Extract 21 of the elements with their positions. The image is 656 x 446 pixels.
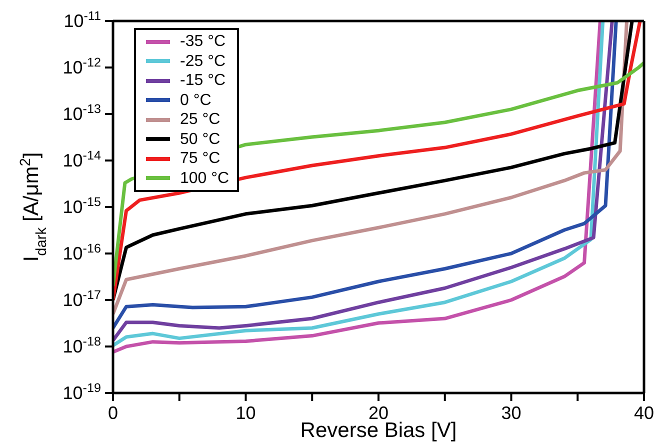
legend-label: 75 °C bbox=[180, 149, 220, 168]
legend-label: 0 °C bbox=[180, 90, 212, 110]
y-tick-label: 10$^{-12}$ bbox=[62, 56, 101, 78]
y-tick-label: 10$^{-17}$ bbox=[62, 288, 101, 310]
legend-label: 50 °C bbox=[180, 130, 220, 149]
legend-label: -25 °C bbox=[180, 52, 226, 71]
x-tick-label: 10 bbox=[236, 403, 256, 423]
legend-label: -35 °C bbox=[180, 32, 226, 52]
y-tick-label: 10$^{-11}$ bbox=[64, 9, 101, 31]
y-tick-label: 10$^{-16}$ bbox=[62, 242, 101, 264]
y-tick-label: 10$^{-14}$ bbox=[62, 148, 101, 170]
y-tick-label: 10$^{-19}$ bbox=[62, 381, 101, 403]
y-tick-label: 10$^{-15}$ bbox=[62, 195, 101, 217]
y-tick-label: 10$^{-18}$ bbox=[62, 334, 101, 356]
legend-label: 100 °C bbox=[180, 168, 230, 188]
x-tick-label: 0 bbox=[108, 403, 118, 423]
legend-label: -15 °C bbox=[180, 71, 226, 90]
x-tick-label: 30 bbox=[501, 403, 522, 423]
y-tick-label: 10$^{-13}$ bbox=[62, 102, 101, 124]
legend-label: 25 °C bbox=[180, 110, 220, 130]
x-tick-label: 40 bbox=[634, 403, 654, 423]
